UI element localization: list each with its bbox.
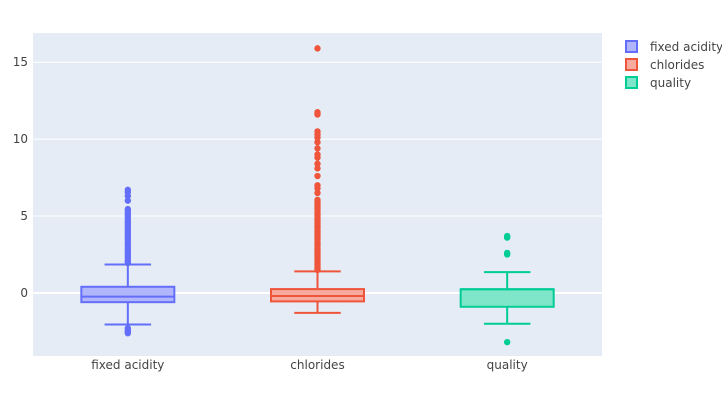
legend-swatch bbox=[625, 40, 638, 53]
outlier-point bbox=[124, 205, 132, 213]
y-tick-label: 5 bbox=[20, 209, 28, 223]
box-quality bbox=[459, 232, 555, 346]
legend-label: fixed acidity bbox=[650, 40, 722, 54]
box-chlorides bbox=[270, 45, 365, 314]
iqr-box bbox=[80, 285, 176, 304]
legend: fixed acidity chlorides quality bbox=[625, 40, 722, 90]
outlier-point bbox=[314, 151, 321, 158]
x-tick-label: chlorides bbox=[290, 358, 344, 372]
outlier-point bbox=[314, 160, 321, 167]
outlier-point bbox=[314, 109, 321, 116]
outlier-point bbox=[314, 182, 321, 189]
legend-swatch bbox=[625, 58, 638, 71]
x-tick-label: fixed acidity bbox=[91, 358, 164, 372]
legend-label: chlorides bbox=[650, 58, 704, 72]
outlier-point bbox=[314, 145, 321, 152]
outlier-point bbox=[314, 165, 321, 172]
outlier-point bbox=[124, 330, 132, 337]
legend-item-quality: quality bbox=[625, 76, 691, 90]
outlier-point bbox=[503, 249, 511, 257]
legend-label: quality bbox=[650, 76, 691, 90]
outlier-point bbox=[503, 338, 511, 346]
outlier-point bbox=[314, 128, 321, 135]
x-axis: fixed acidity chlorides quality bbox=[91, 358, 527, 372]
x-tick-label: quality bbox=[487, 358, 528, 372]
legend-item-chlorides: chlorides bbox=[625, 58, 704, 72]
outlier-point bbox=[314, 139, 321, 146]
outlier-point bbox=[314, 172, 321, 180]
iqr-box bbox=[459, 288, 555, 308]
legend-item-fixed-acidity: fixed acidity bbox=[625, 40, 722, 54]
y-axis: 0 5 10 15 bbox=[13, 55, 28, 300]
outlier-point bbox=[314, 189, 321, 197]
y-tick-label: 0 bbox=[20, 286, 28, 300]
outlier-point bbox=[314, 196, 321, 204]
outlier-point bbox=[503, 232, 511, 240]
y-tick-label: 15 bbox=[13, 55, 28, 69]
box-fixed-acidity bbox=[80, 186, 176, 337]
outlier-point bbox=[124, 186, 132, 194]
outlier-point bbox=[124, 197, 132, 204]
boxes bbox=[80, 45, 555, 346]
legend-swatch bbox=[625, 76, 638, 89]
y-tick-label: 10 bbox=[13, 132, 28, 146]
outlier-point bbox=[314, 45, 321, 52]
